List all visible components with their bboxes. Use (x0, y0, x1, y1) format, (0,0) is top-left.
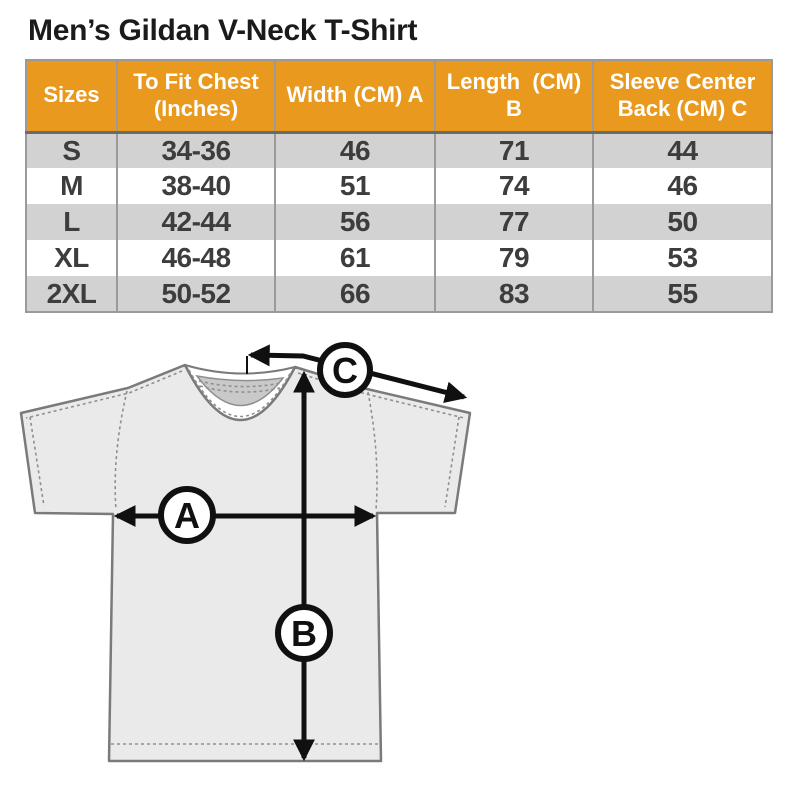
cell-chest: 46-48 (116, 240, 276, 276)
size-chart-table: Sizes To Fit Chest (Inches) Width (CM) A… (25, 59, 773, 313)
cell-width: 61 (274, 240, 436, 276)
cell-length: 79 (434, 240, 594, 276)
table-row: 2XL 50-52 66 83 55 (25, 276, 773, 312)
header-row: Sizes To Fit Chest (Inches) Width (CM) A… (25, 60, 773, 134)
collar-top-seam (184, 364, 296, 375)
sleeve-center-back-arrow (247, 344, 468, 404)
measurement-label-a: A (174, 495, 200, 536)
cell-width: 51 (274, 168, 436, 204)
cell-sleeve: 44 (592, 132, 773, 168)
cell-width: 56 (274, 204, 436, 240)
cell-chest: 42-44 (116, 204, 276, 240)
cell-sleeve: 55 (592, 276, 773, 312)
cell-size: S (25, 132, 118, 168)
measurement-label-b: B (291, 613, 317, 654)
tshirt-measurement-diagram: A B C (19, 342, 472, 763)
cell-size: 2XL (25, 276, 118, 312)
cell-width: 46 (274, 132, 436, 168)
cell-size: L (25, 204, 118, 240)
measurement-label-c: C (332, 350, 358, 391)
page-title: Men’s Gildan V-Neck T-Shirt (28, 14, 418, 47)
measurement-badge-c: C (317, 342, 373, 398)
cell-sleeve: 53 (592, 240, 773, 276)
column-header-sleeve: Sleeve Center Back (CM) C (592, 60, 773, 134)
table-row: XL 46-48 61 79 53 (25, 240, 773, 276)
table-row: M 38-40 51 74 46 (25, 168, 773, 204)
cell-length: 77 (434, 204, 594, 240)
cell-length: 74 (434, 168, 594, 204)
cell-width: 66 (274, 276, 436, 312)
cell-size: M (25, 168, 118, 204)
tshirt-outline (19, 363, 472, 763)
cell-length: 71 (434, 132, 594, 168)
cell-length: 83 (434, 276, 594, 312)
column-header-sizes: Sizes (25, 60, 118, 134)
column-header-chest: To Fit Chest (Inches) (116, 60, 276, 134)
cell-chest: 34-36 (116, 132, 276, 168)
cell-sleeve: 46 (592, 168, 773, 204)
cell-chest: 50-52 (116, 276, 276, 312)
measurement-badge-b: B (275, 604, 333, 662)
cell-sleeve: 50 (592, 204, 773, 240)
cell-chest: 38-40 (116, 168, 276, 204)
table-row: L 42-44 56 77 50 (25, 204, 773, 240)
column-header-length: Length (CM) B (434, 60, 594, 134)
table-row: S 34-36 46 71 44 (25, 132, 773, 168)
column-header-width: Width (CM) A (274, 60, 436, 134)
cell-size: XL (25, 240, 118, 276)
measurement-badge-a: A (158, 486, 216, 544)
